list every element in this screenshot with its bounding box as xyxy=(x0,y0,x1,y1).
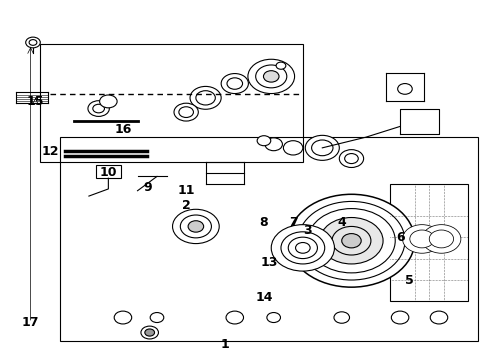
Circle shape xyxy=(319,217,382,264)
Circle shape xyxy=(409,230,433,248)
Circle shape xyxy=(174,103,198,121)
Circle shape xyxy=(283,141,302,155)
Circle shape xyxy=(257,136,270,146)
Text: 8: 8 xyxy=(259,216,268,229)
Circle shape xyxy=(114,311,131,324)
Text: 17: 17 xyxy=(22,316,39,329)
Text: 2: 2 xyxy=(182,198,190,212)
Circle shape xyxy=(333,312,349,323)
Circle shape xyxy=(397,84,411,94)
Circle shape xyxy=(311,140,332,156)
Text: 12: 12 xyxy=(41,145,59,158)
Text: 4: 4 xyxy=(337,216,346,229)
Circle shape xyxy=(188,221,203,232)
Circle shape xyxy=(402,225,441,253)
Text: 3: 3 xyxy=(303,224,311,237)
Circle shape xyxy=(26,37,40,48)
Circle shape xyxy=(421,225,460,253)
Text: 16: 16 xyxy=(114,123,131,136)
Text: 9: 9 xyxy=(142,181,151,194)
Circle shape xyxy=(266,312,280,323)
Circle shape xyxy=(247,59,294,94)
Text: 14: 14 xyxy=(255,291,272,305)
Circle shape xyxy=(341,234,361,248)
Circle shape xyxy=(271,225,334,271)
Circle shape xyxy=(141,326,158,339)
Circle shape xyxy=(344,154,358,163)
Circle shape xyxy=(144,329,154,336)
Circle shape xyxy=(263,71,279,82)
Circle shape xyxy=(287,237,317,258)
Text: 10: 10 xyxy=(100,166,117,179)
Circle shape xyxy=(276,62,285,69)
Text: 5: 5 xyxy=(405,274,413,287)
Circle shape xyxy=(225,311,243,324)
Circle shape xyxy=(429,311,447,324)
Circle shape xyxy=(100,95,117,108)
Circle shape xyxy=(287,194,414,287)
Text: 6: 6 xyxy=(395,231,404,244)
Circle shape xyxy=(88,101,109,116)
Circle shape xyxy=(221,73,248,94)
Circle shape xyxy=(305,135,339,160)
FancyBboxPatch shape xyxy=(96,165,120,178)
Circle shape xyxy=(428,230,453,248)
Bar xyxy=(389,184,467,301)
Text: 11: 11 xyxy=(177,184,195,197)
Text: 7: 7 xyxy=(288,216,297,229)
Circle shape xyxy=(390,311,408,324)
Circle shape xyxy=(190,86,221,109)
Circle shape xyxy=(264,138,282,151)
Circle shape xyxy=(150,312,163,323)
Circle shape xyxy=(172,209,219,244)
Text: 13: 13 xyxy=(260,256,277,269)
Circle shape xyxy=(339,150,363,167)
Text: 15: 15 xyxy=(27,95,44,108)
Text: 1: 1 xyxy=(220,338,229,351)
